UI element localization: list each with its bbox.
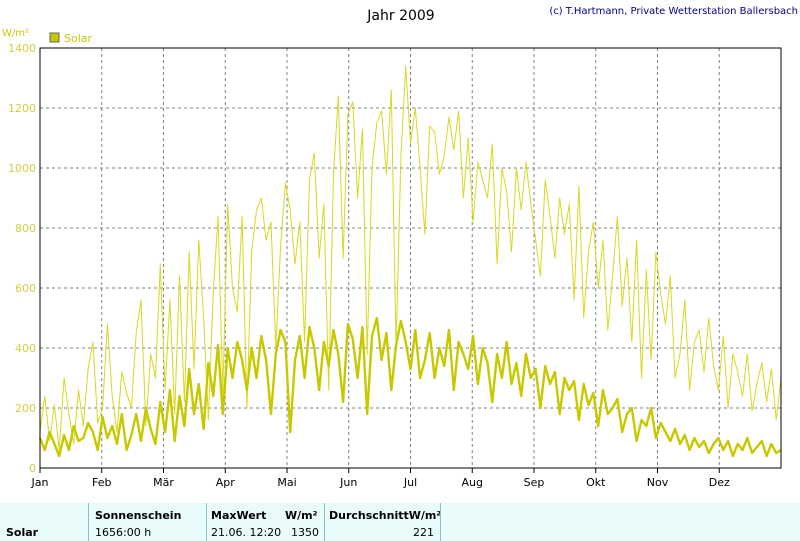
y-tick-label: 1000 <box>8 162 36 175</box>
x-tick-label: Jul <box>403 476 417 489</box>
avg-value: 221 <box>413 526 434 539</box>
legend-label: Solar <box>64 32 93 45</box>
stats-label-cell: Solar <box>0 503 88 541</box>
y-tick-label: 1400 <box>8 42 36 55</box>
avg-header: DurchschnittW/m² <box>329 509 442 522</box>
stats-row-label: Solar <box>6 526 39 539</box>
y-tick-label: 600 <box>15 282 36 295</box>
x-tick-label: Nov <box>647 476 669 489</box>
legend-swatch <box>49 32 60 43</box>
y-unit-label: W/m² <box>2 28 29 39</box>
avg-cell: DurchschnittW/m² 221 <box>325 503 442 541</box>
solar-chart: Jahr 2009 (c) T.Hartmann, Private Wetter… <box>2 6 798 489</box>
chart-title: Jahr 2009 <box>366 8 434 24</box>
x-tick-label: Feb <box>92 476 111 489</box>
y-tick-label: 400 <box>15 342 36 355</box>
x-tick-label: Apr <box>216 476 236 489</box>
sunshine-header: Sonnenschein <box>95 509 182 522</box>
x-axis-ticks: Jan Feb Mär Apr Mai Jun Jul Aug Sep Okt Nov Dez <box>31 476 730 489</box>
sunshine-value: 1656:00 h <box>95 526 152 539</box>
plot-frame <box>39 47 782 469</box>
copyright-text: (c) T.Hartmann, Private Wetterstation Ba… <box>549 6 798 17</box>
x-tick-label: Aug <box>462 476 483 489</box>
y-axis-ticks: 0 200 400 600 800 1000 1200 1400 <box>8 42 36 475</box>
x-tick-label: Okt <box>586 476 606 489</box>
x-tick-label: Jun <box>339 476 357 489</box>
y-tick-label: 800 <box>15 222 36 235</box>
max-unit: W/m² <box>285 509 318 522</box>
y-tick-label: 200 <box>15 402 36 415</box>
series-line-mean <box>38 316 782 458</box>
sunshine-cell: Sonnenschein 1656:00 h <box>89 503 206 541</box>
x-tick-label: Jan <box>31 476 49 489</box>
max-header: MaxWert <box>211 509 267 522</box>
y-tick-label: 1200 <box>8 102 36 115</box>
y-tick-label: 0 <box>29 462 36 475</box>
max-value: 1350 <box>291 526 319 539</box>
max-cell: MaxWert W/m² 21.06. 12:20 1350 <box>207 503 324 541</box>
x-tick-label: Mai <box>277 476 296 489</box>
chart-grid <box>39 48 781 473</box>
stats-divider <box>324 503 325 541</box>
stats-bar: Solar Sonnenschein 1656:00 h MaxWert W/m… <box>0 503 800 541</box>
max-datetime: 21.06. 12:20 <box>211 526 282 539</box>
series-line-max <box>39 65 782 451</box>
stats-divider <box>206 503 207 541</box>
stats-divider <box>88 503 89 541</box>
x-tick-label: Mär <box>153 476 174 489</box>
chart-series <box>38 65 782 458</box>
x-tick-label: Dez <box>709 476 730 489</box>
x-tick-label: Sep <box>524 476 545 489</box>
stats-empty-cell <box>441 503 800 541</box>
stats-divider <box>440 503 441 541</box>
